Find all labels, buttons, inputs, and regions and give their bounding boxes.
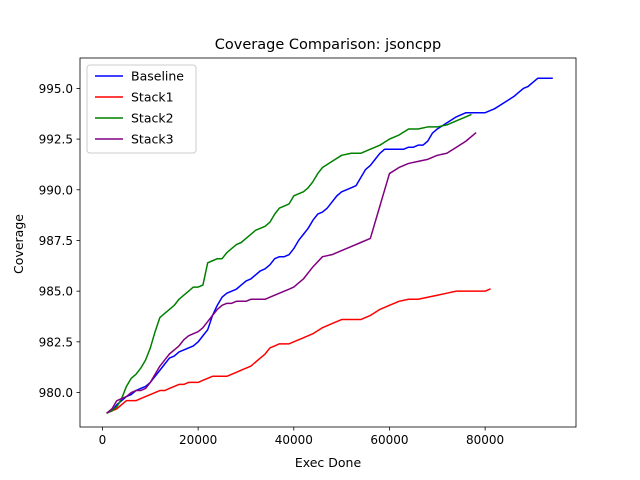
y-tick-label: 982.5 [39, 335, 73, 349]
series-line-stack3 [106, 131, 477, 414]
y-tick-label: 980.0 [39, 386, 73, 400]
series-line-baseline [106, 77, 553, 414]
x-tick-label: 0 [99, 433, 107, 447]
legend-label-stack1: Stack1 [131, 90, 174, 105]
x-tick-label: 40000 [275, 433, 313, 447]
x-tick-label: 80000 [466, 433, 504, 447]
series-line-stack1 [106, 288, 491, 414]
plot-area [106, 77, 553, 414]
legend: Baseline Stack1 Stack2 Stack3 [86, 64, 197, 154]
legend-label-stack2: Stack2 [131, 111, 174, 126]
legend-label-baseline: Baseline [131, 69, 184, 84]
x-axis-label: Exec Done [295, 455, 362, 470]
y-axis-label: Coverage [11, 214, 26, 274]
axes-frame [79, 57, 577, 428]
legend-box [86, 64, 197, 154]
y-tick-label: 995.0 [39, 82, 73, 96]
y-tick-label: 992.5 [39, 133, 73, 147]
x-tick-label: 20000 [179, 433, 217, 447]
chart-title: Coverage Comparison: jsoncpp [215, 37, 441, 53]
legend-label-stack3: Stack3 [131, 132, 174, 147]
series-line-stack2 [106, 113, 472, 414]
y-tick-label: 990.0 [39, 183, 73, 197]
y-tick-label: 985.0 [39, 285, 73, 299]
axes: 0 20000 40000 60000 80000 980.0 982.5 985.0 987.… [39, 57, 577, 447]
x-tick-label: 60000 [370, 433, 408, 447]
y-tick-label: 987.5 [39, 234, 73, 248]
